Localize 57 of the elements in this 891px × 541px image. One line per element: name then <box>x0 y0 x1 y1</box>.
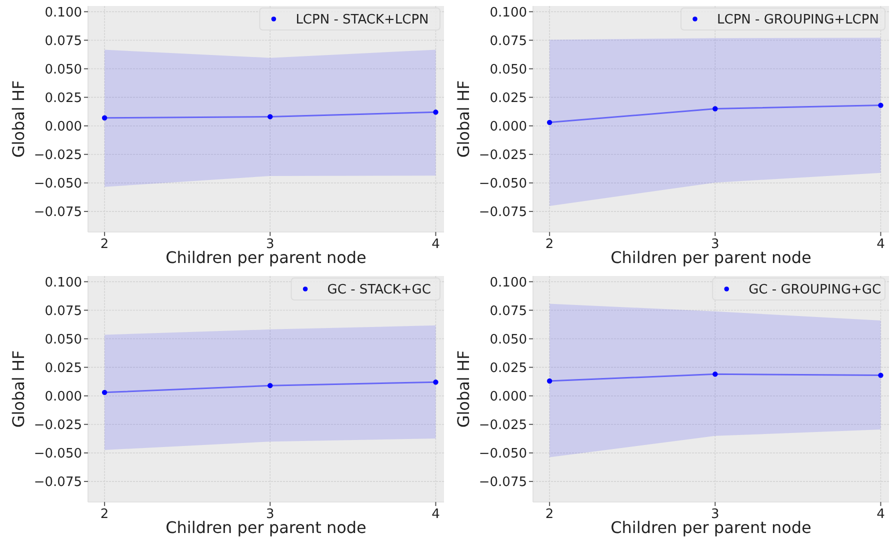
y-tick-label: −0.050 <box>478 446 527 462</box>
y-tick-label: 0.100 <box>490 275 527 290</box>
y-tick-label: 0.000 <box>490 389 527 404</box>
y-tick-label: −0.025 <box>34 148 82 163</box>
legend-label: LCPN - STACK+LCPN <box>296 12 429 28</box>
x-tick-label: 2 <box>545 237 554 252</box>
y-tick-label: −0.050 <box>34 446 82 462</box>
point <box>712 106 718 112</box>
point <box>268 382 273 388</box>
y-tick-label: −0.075 <box>478 205 527 220</box>
point <box>712 372 718 377</box>
point <box>546 378 552 384</box>
y-tick-label: −0.025 <box>478 418 527 433</box>
y-tick-label: 0.075 <box>44 304 82 319</box>
x-tick-label: 4 <box>876 507 885 522</box>
y-tick-label: −0.025 <box>34 418 82 433</box>
y-tick-label: 0.050 <box>490 62 527 78</box>
y-tick-label: −0.050 <box>34 176 82 192</box>
y-tick-label: 0.025 <box>490 360 527 376</box>
y-axis-title: Global HF <box>454 350 473 428</box>
y-tick-label: −0.075 <box>478 475 527 490</box>
y-tick-label: 0.025 <box>44 90 82 106</box>
y-tick-label: 0.025 <box>44 360 82 376</box>
y-tick-label: 0.050 <box>490 332 527 348</box>
y-tick-label: −0.075 <box>34 475 82 490</box>
y-tick-label: 0.025 <box>490 90 527 106</box>
legend-label: LCPN - GROUPING+LCPN <box>717 12 879 28</box>
y-tick-label: −0.075 <box>34 205 82 220</box>
point <box>102 390 108 396</box>
point <box>546 120 552 126</box>
x-tick-label: 4 <box>876 237 885 252</box>
y-tick-label: −0.025 <box>478 148 527 163</box>
y-tick-label: 0.100 <box>44 275 82 290</box>
y-tick-label: 0.100 <box>44 5 82 20</box>
point <box>433 380 438 385</box>
y-tick-label: −0.050 <box>478 176 527 192</box>
y-tick-label: 0.050 <box>44 332 82 348</box>
x-tick-label: 2 <box>545 507 554 522</box>
y-tick-label: 0.000 <box>490 119 527 134</box>
y-tick-label: 0.050 <box>44 62 82 78</box>
y-axis-title: Global HF <box>454 80 473 158</box>
y-tick-label: 0.075 <box>490 34 527 49</box>
point <box>878 372 884 378</box>
x-tick-label: 2 <box>100 237 109 252</box>
x-tick-label: 2 <box>100 507 109 522</box>
legend-label: GC - STACK+GC <box>327 282 431 298</box>
y-tick-label: 0.075 <box>490 304 527 319</box>
y-tick-label: 0.000 <box>44 119 82 134</box>
y-tick-label: 0.000 <box>44 389 82 404</box>
legend-label: GC - GROUPING+GC <box>748 282 882 298</box>
y-axis-title: Global HF <box>9 80 28 158</box>
point <box>878 102 884 108</box>
y-tick-label: 0.100 <box>490 5 527 20</box>
x-tick-label: 4 <box>432 507 440 522</box>
y-tick-label: 0.075 <box>44 34 82 49</box>
y-axis-title: Global HF <box>9 350 28 428</box>
x-tick-label: 4 <box>432 237 440 252</box>
